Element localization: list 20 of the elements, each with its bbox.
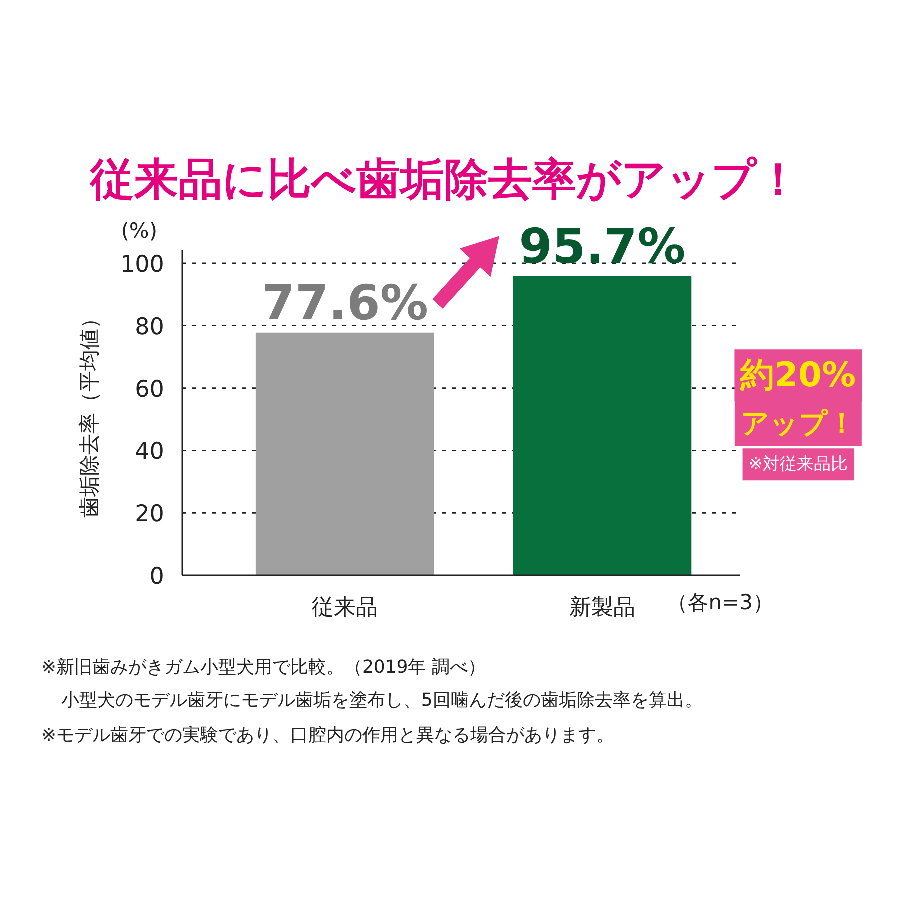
data-label: 95.7%	[519, 218, 686, 275]
x-tick-label: 新製品	[569, 596, 636, 621]
y-tick-label: 60	[135, 376, 164, 403]
y-axis-title: 歯垢除去率（平均値）	[78, 308, 102, 518]
text: （各n=3）	[666, 590, 774, 615]
y-tick-label: 0	[150, 564, 164, 590]
y-tick-label: 20	[135, 502, 164, 528]
text: ※新旧歯みがきガム小型犬用で比較。（2019年 調べ）	[41, 657, 486, 678]
y-tick-label: 80	[135, 314, 164, 340]
text: 小型犬のモデル歯牙にモデル歯垢を塗布し、5回噛んだ後の歯垢除去率を算出。	[61, 690, 703, 712]
x-tick-label: 従来品	[312, 596, 378, 621]
text: アップ！	[740, 407, 856, 440]
chart-title: 従来品に比べ歯垢除去率がアップ！	[88, 154, 800, 206]
text: ※対従来品比	[748, 454, 848, 475]
text: 約20%	[740, 356, 856, 396]
text: (%)	[121, 218, 158, 243]
y-tick-label: 100	[120, 252, 164, 278]
text: ※モデル歯牙での実験であり、口腔内の作用と異なる場合があります。	[41, 725, 614, 746]
data-label: 77.6%	[262, 275, 428, 332]
y-tick-label: 40	[135, 439, 164, 466]
